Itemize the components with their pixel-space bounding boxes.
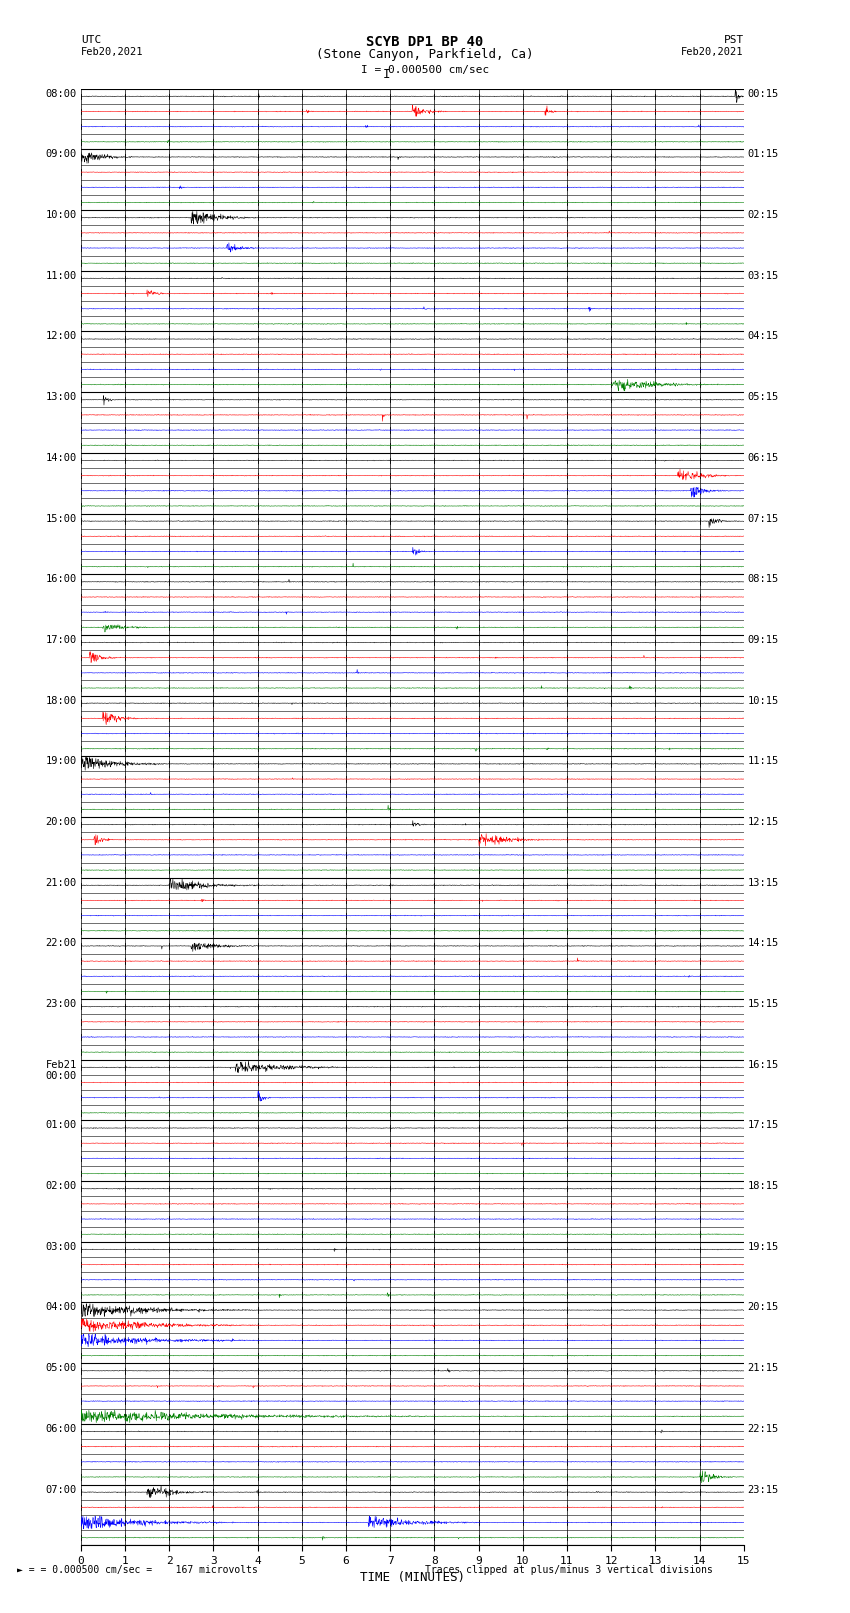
Text: 23:00: 23:00 [46, 998, 76, 1010]
Text: 22:00: 22:00 [46, 939, 76, 948]
Text: 05:00: 05:00 [46, 1363, 76, 1373]
Text: 15:15: 15:15 [748, 998, 779, 1010]
Text: 20:15: 20:15 [748, 1303, 779, 1313]
Text: 01:00: 01:00 [46, 1121, 76, 1131]
Text: 12:00: 12:00 [46, 332, 76, 342]
Text: I: I [383, 68, 390, 81]
Text: 19:15: 19:15 [748, 1242, 779, 1252]
Text: 08:00: 08:00 [46, 89, 76, 98]
Text: 14:15: 14:15 [748, 939, 779, 948]
Text: 15:00: 15:00 [46, 513, 76, 524]
Text: 00:15: 00:15 [748, 89, 779, 98]
Text: 02:00: 02:00 [46, 1181, 76, 1190]
Text: UTC: UTC [81, 35, 101, 45]
Text: 10:00: 10:00 [46, 210, 76, 219]
Text: SCYB DP1 BP 40: SCYB DP1 BP 40 [366, 35, 484, 50]
Text: 06:00: 06:00 [46, 1424, 76, 1434]
Text: Feb20,2021: Feb20,2021 [81, 47, 144, 56]
Text: I = 0.000500 cm/sec: I = 0.000500 cm/sec [361, 65, 489, 74]
Text: 03:15: 03:15 [748, 271, 779, 281]
Text: (Stone Canyon, Parkfield, Ca): (Stone Canyon, Parkfield, Ca) [316, 48, 534, 61]
Text: PST: PST [723, 35, 744, 45]
Text: 04:00: 04:00 [46, 1303, 76, 1313]
Text: 19:00: 19:00 [46, 756, 76, 766]
Text: 13:00: 13:00 [46, 392, 76, 402]
Text: Traces clipped at plus/minus 3 vertical divisions: Traces clipped at plus/minus 3 vertical … [425, 1565, 713, 1574]
Text: 20:00: 20:00 [46, 818, 76, 827]
Text: ► = = 0.000500 cm/sec =    167 microvolts: ► = = 0.000500 cm/sec = 167 microvolts [17, 1565, 258, 1574]
Text: 09:15: 09:15 [748, 636, 779, 645]
Text: 18:15: 18:15 [748, 1181, 779, 1190]
Text: 09:00: 09:00 [46, 150, 76, 160]
Text: Feb20,2021: Feb20,2021 [681, 47, 744, 56]
Text: 17:15: 17:15 [748, 1121, 779, 1131]
Text: Feb21
00:00: Feb21 00:00 [46, 1060, 76, 1081]
Text: 18:00: 18:00 [46, 695, 76, 705]
Text: 07:00: 07:00 [46, 1484, 76, 1495]
Text: 10:15: 10:15 [748, 695, 779, 705]
Text: 16:00: 16:00 [46, 574, 76, 584]
Text: 05:15: 05:15 [748, 392, 779, 402]
Text: 11:15: 11:15 [748, 756, 779, 766]
Text: 14:00: 14:00 [46, 453, 76, 463]
Text: 23:15: 23:15 [748, 1484, 779, 1495]
Text: 03:00: 03:00 [46, 1242, 76, 1252]
Text: 06:15: 06:15 [748, 453, 779, 463]
Text: 12:15: 12:15 [748, 818, 779, 827]
Text: 07:15: 07:15 [748, 513, 779, 524]
Text: 13:15: 13:15 [748, 877, 779, 887]
Text: 21:00: 21:00 [46, 877, 76, 887]
Text: 22:15: 22:15 [748, 1424, 779, 1434]
Text: 04:15: 04:15 [748, 332, 779, 342]
Text: 21:15: 21:15 [748, 1363, 779, 1373]
Text: 11:00: 11:00 [46, 271, 76, 281]
Text: 17:00: 17:00 [46, 636, 76, 645]
Text: 02:15: 02:15 [748, 210, 779, 219]
Text: 16:15: 16:15 [748, 1060, 779, 1069]
X-axis label: TIME (MINUTES): TIME (MINUTES) [360, 1571, 465, 1584]
Text: 01:15: 01:15 [748, 150, 779, 160]
Text: 08:15: 08:15 [748, 574, 779, 584]
